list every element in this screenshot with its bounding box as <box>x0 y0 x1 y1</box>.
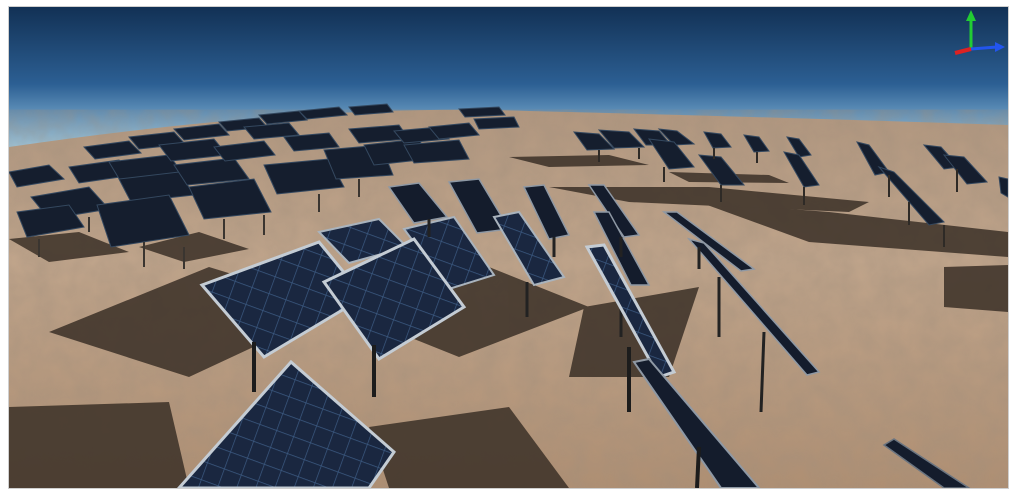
poles-left <box>38 179 360 269</box>
z-axis-arrowhead <box>995 42 1005 52</box>
poles-foreground <box>252 342 701 488</box>
y-axis-arrowhead <box>966 10 976 21</box>
panel-array-right <box>572 128 1008 226</box>
solar-farm-scene <box>9 7 1008 488</box>
axis-gizmo[interactable] <box>954 10 1005 55</box>
panel-array-left <box>9 103 520 248</box>
poles-right <box>598 148 958 247</box>
panel-foreground <box>176 237 971 488</box>
z-axis-arrow <box>970 45 998 51</box>
viewport <box>8 6 1009 489</box>
x-axis-arrow <box>954 47 972 55</box>
